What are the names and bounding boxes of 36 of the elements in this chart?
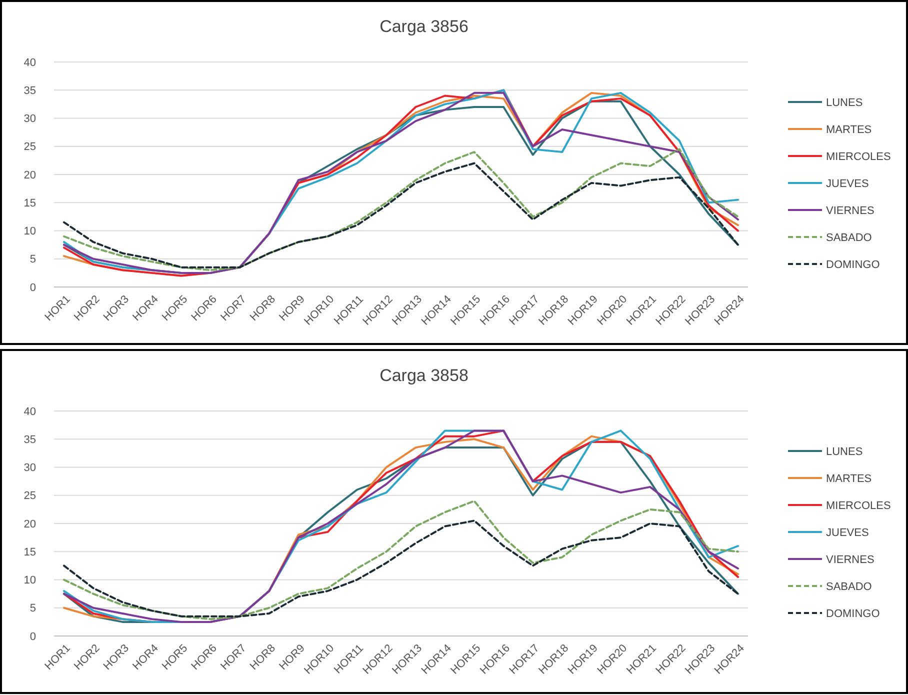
y-tick-label: 35 (24, 84, 36, 97)
legend-label: MARTES (826, 472, 872, 485)
legend-label: DOMINGO (826, 258, 880, 271)
chart-title: Carga 3858 (380, 366, 468, 385)
legend-label: DOMINGO (826, 608, 880, 620)
legend-label: MARTES (826, 124, 872, 136)
legend-label: SABADO (826, 232, 872, 244)
legend-label: MIERCOLES (826, 500, 891, 512)
y-tick-label: 0 (30, 282, 36, 294)
y-tick-label: 25 (24, 490, 36, 502)
legend-label: JUEVES (826, 526, 869, 539)
y-tick-label: 15 (24, 197, 36, 210)
y-tick-label: 20 (24, 518, 36, 530)
y-tick-label: 10 (24, 226, 36, 238)
y-tick-label: 0 (30, 630, 36, 643)
y-tick-label: 20 (24, 169, 36, 182)
y-tick-label: 35 (24, 434, 36, 446)
line-series (63, 520, 739, 618)
legend-label: MIERCOLES (826, 150, 891, 163)
legend-label: LUNES (826, 96, 863, 109)
y-tick-label: 40 (24, 56, 36, 69)
y-tick-label: 5 (30, 602, 36, 615)
y-tick-label: 10 (24, 574, 36, 587)
legend-label: SABADO (826, 580, 872, 593)
y-tick-label: 30 (24, 462, 36, 474)
legend-label: VIERNES (826, 204, 874, 217)
y-tick-label: 25 (24, 141, 36, 154)
y-tick-label: 30 (24, 113, 36, 126)
legend-label: JUEVES (826, 178, 869, 190)
y-tick-label: 5 (30, 254, 36, 266)
legend-label: VIERNES (826, 554, 874, 566)
y-tick-label: 40 (24, 406, 36, 418)
line-series (63, 500, 739, 620)
y-tick-label: 15 (24, 546, 36, 558)
legend-label: LUNES (826, 446, 863, 458)
chart-title: Carga 3856 (380, 17, 468, 36)
